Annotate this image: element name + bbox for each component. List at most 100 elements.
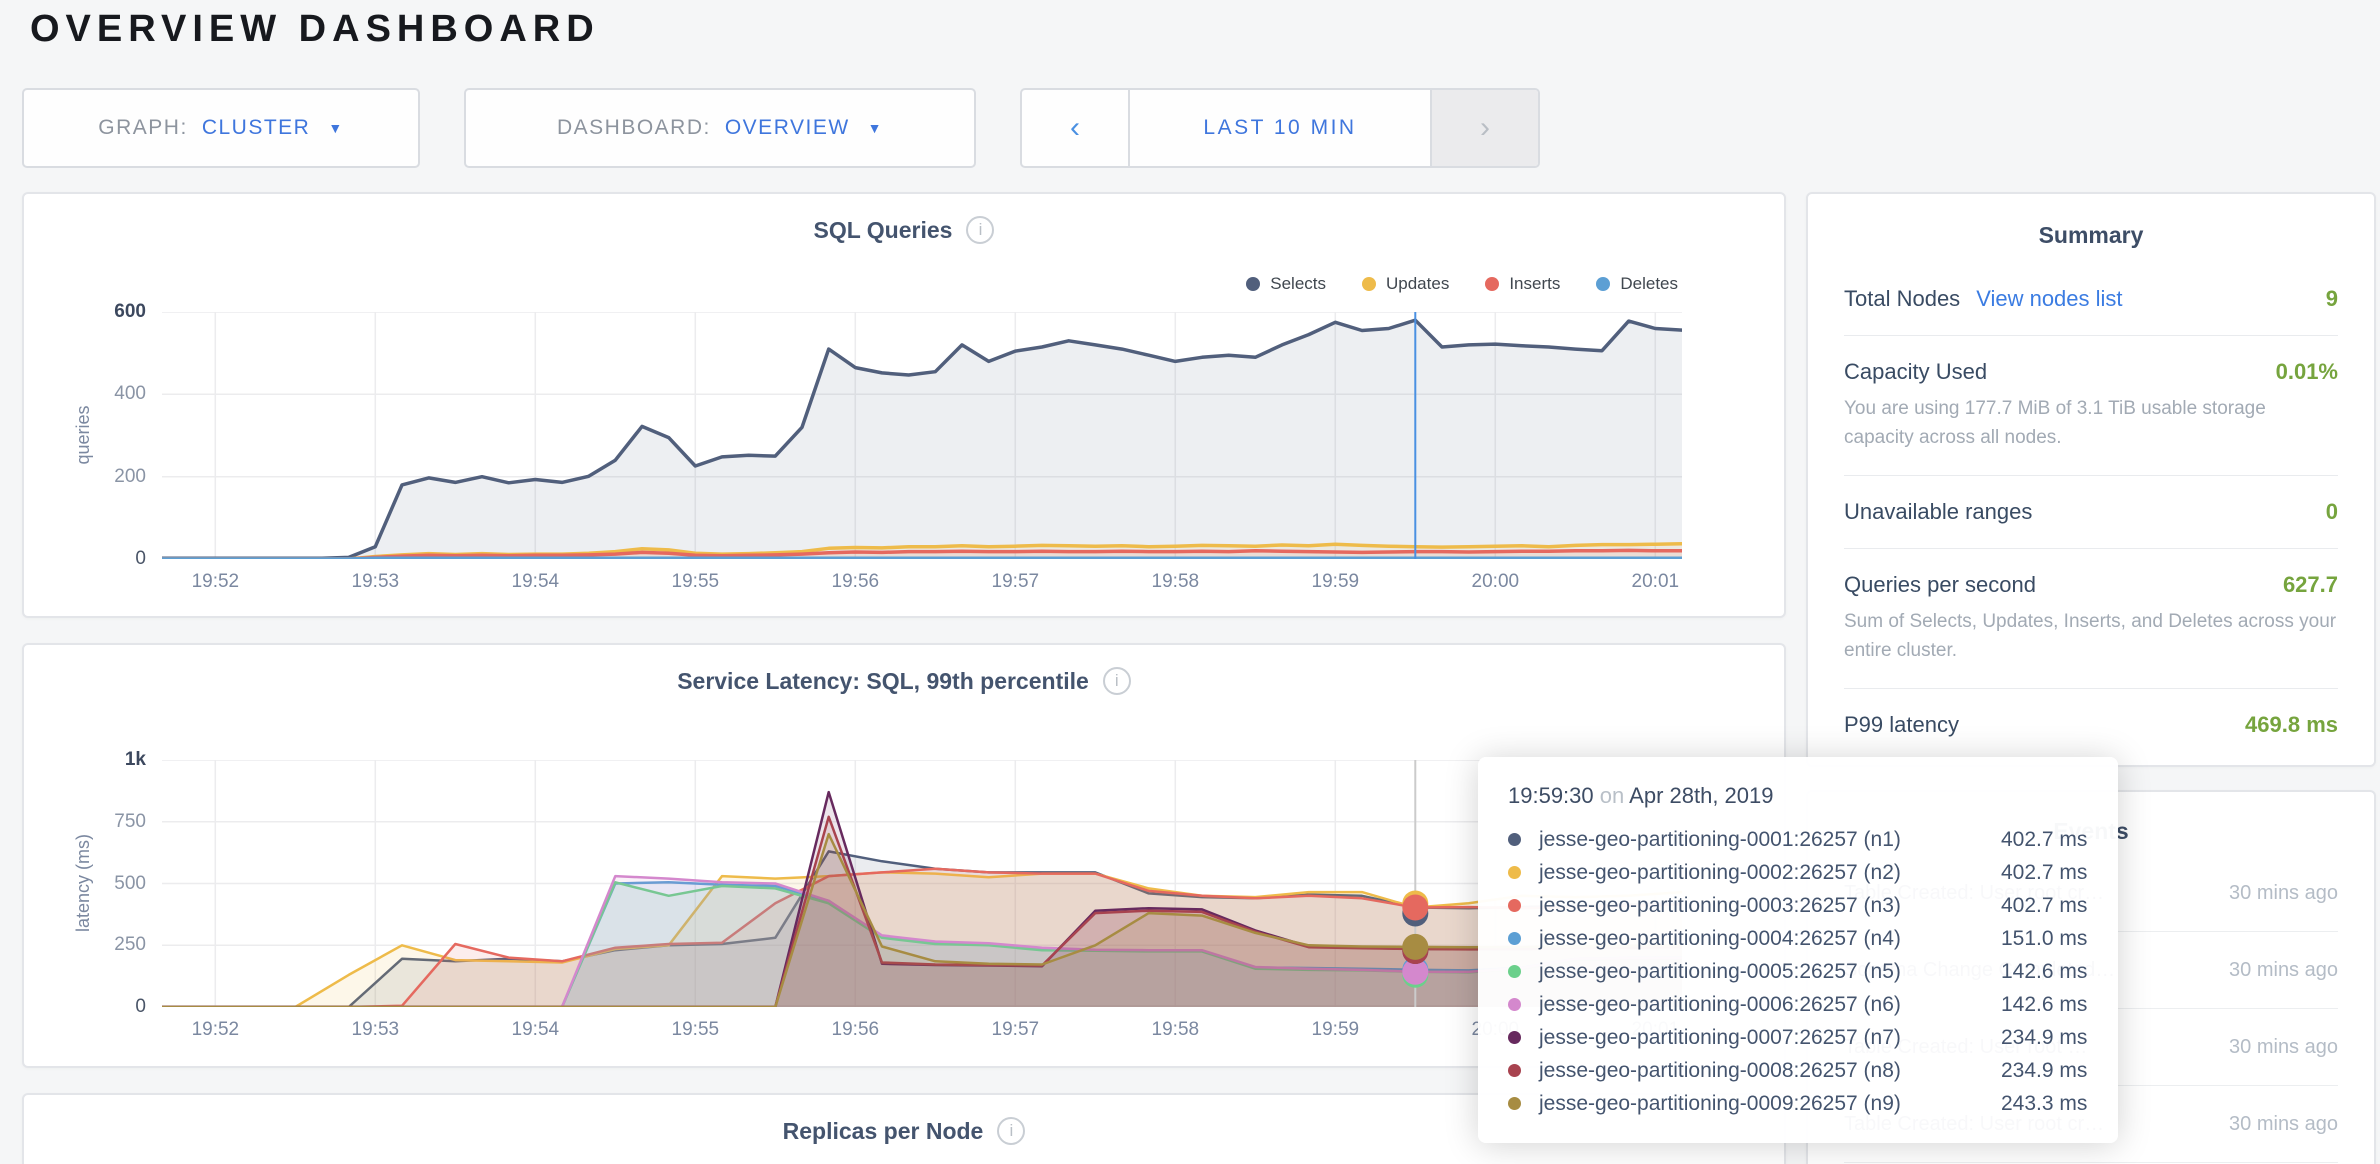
series-dot-icon [1508,866,1521,879]
y-axis-tick-label: 1k [124,749,146,770]
page-title: OVERVIEW DASHBOARD [30,8,600,50]
x-axis-tick-label: 19:59 [1311,1019,1360,1040]
tooltip-node-latency-value: 142.6 ms [2001,992,2088,1016]
queries-per-second-description: Sum of Selects, Updates, Inserts, and De… [1844,611,2337,661]
tooltip-node-name: jesse-geo-partitioning-0002:26257 (n2) [1539,860,1901,884]
event-row[interactable]: Table Created: User root cr…30 mins ago [1844,1086,2338,1163]
x-axis-tick-label: 19:59 [1311,571,1360,592]
sql-queries-chart-card: SQL Queries i Selects Updates Inserts Delet… [22,192,1786,618]
chevron-left-icon: ‹ [1070,111,1080,144]
info-icon[interactable]: i [1102,667,1131,695]
tooltip-node-latency-value: 402.7 ms [2001,827,2088,851]
x-axis-tick-label: 20:00 [1471,571,1520,592]
x-axis-tick-label: 19:53 [351,571,400,592]
time-window-next-button[interactable]: › [1432,90,1538,166]
info-icon[interactable]: i [997,1117,1026,1145]
tooltip-node-latency-value: 234.9 ms [2001,1025,2088,1049]
x-axis-tick-label: 19:57 [991,1019,1040,1040]
y-axis-tick-label: 750 [114,810,146,832]
series-dot-icon [1508,899,1521,912]
tooltip-node-latency-value: 402.7 ms [2001,860,2088,884]
x-axis-tick-label: 19:58 [1151,1019,1200,1040]
unavailable-ranges-label: Unavailable ranges [1844,499,2033,524]
tooltip-row: jesse-geo-partitioning-0002:26257 (n2) 40… [1508,856,2088,889]
service-latency-plot[interactable]: latency (ms) 0 250 500 750 1k 19:52 19:53 19:54… [73,749,1682,1040]
y-axis-tick-label: 500 [114,872,146,894]
summary-row-queries-per-second: Queries per second 627.7 Sum of Selects,… [1844,549,2338,689]
legend-label: Updates [1386,274,1450,293]
y-axis-tick-label: 0 [135,996,146,1017]
queries-per-second-label: Queries per second [1844,572,2036,597]
tooltip-node-name: jesse-geo-partitioning-0006:26257 (n6) [1539,992,1901,1016]
event-timestamp: 30 mins ago [2229,882,2338,904]
legend-label: Selects [1270,274,1326,293]
event-timestamp: 30 mins ago [2229,1036,2338,1058]
series-dot-icon [1508,965,1521,978]
y-axis-tick-label: 0 [135,548,146,569]
graph-dropdown-label: GRAPH: [98,116,188,139]
x-axis-tick-label: 19:54 [511,1019,560,1040]
tooltip-node-name: jesse-geo-partitioning-0001:26257 (n1) [1539,827,1901,851]
dashboard-dropdown-value: OVERVIEW [724,116,850,139]
tooltip-time: 19:59:30 [1508,783,1594,808]
summary-panel: Summary Total Nodes View nodes list 9 Ca… [1806,192,2376,767]
tooltip-row: jesse-geo-partitioning-0005:26257 (n5) 14… [1508,955,2088,988]
summary-row-unavailable-ranges: Unavailable ranges 0 [1844,476,2338,549]
tooltip-node-latency-value: 151.0 ms [2001,926,2088,950]
y-axis-tick-label: 200 [114,465,146,487]
tooltip-node-latency-value: 243.3 ms [2001,1091,2088,1115]
tooltip-node-latency-value: 142.6 ms [2001,959,2088,983]
x-axis-tick-label: 19:52 [191,571,240,592]
y-axis-tick-label: 400 [114,383,146,405]
x-axis-tick-label: 19:53 [351,1019,400,1040]
info-icon[interactable]: i [966,216,995,244]
x-axis-tick-label: 19:58 [1151,571,1200,592]
legend-dot-icon [1485,277,1500,291]
x-axis-tick-label: 19:56 [831,1019,880,1040]
tooltip-rows: jesse-geo-partitioning-0001:26257 (n1) 40… [1508,823,2088,1120]
summary-rows: Total Nodes View nodes list 9 Capacity U… [1844,263,2338,761]
tooltip-header: 19:59:30 on Apr 28th, 2019 [1508,783,2088,809]
series-dot-icon [1508,1097,1521,1110]
dashboard-dropdown[interactable]: DASHBOARD: OVERVIEW ▼ [464,88,976,168]
replicas-title-row: Replicas per Node i [24,1117,1784,1145]
sql-queries-legend: Selects Updates Inserts Deletes [1246,274,1678,294]
summary-row-total-nodes: Total Nodes View nodes list 9 [1844,263,2338,336]
tooltip-row: jesse-geo-partitioning-0001:26257 (n1) 40… [1508,823,2088,856]
dashboard-dropdown-label: DASHBOARD: [556,116,711,139]
x-axis-tick-label: 19:55 [671,1019,720,1040]
unavailable-ranges-value: 0 [2325,499,2338,524]
series-dot-icon [1508,833,1521,846]
tooltip-node-latency-value: 234.9 ms [2001,1058,2088,1082]
tooltip-node-latency-value: 402.7 ms [2001,893,2088,917]
x-axis-tick-label: 19:52 [191,1019,240,1040]
series-dot-icon [1508,998,1521,1011]
graph-dropdown[interactable]: GRAPH: CLUSTER ▼ [22,88,420,168]
legend-item-updates[interactable]: Updates [1362,274,1449,294]
tooltip-node-name: jesse-geo-partitioning-0008:26257 (n8) [1539,1058,1901,1082]
tooltip-row: jesse-geo-partitioning-0004:26257 (n4) 15… [1508,922,2088,955]
tooltip-node-name: jesse-geo-partitioning-0007:26257 (n7) [1539,1025,1901,1049]
p99-latency-value: 469.8 ms [2245,712,2338,737]
legend-item-deletes[interactable]: Deletes [1596,274,1678,294]
x-axis-tick-label: 19:56 [831,571,880,592]
tooltip-row: jesse-geo-partitioning-0007:26257 (n7) 23… [1508,1021,2088,1054]
sql-queries-title-row: SQL Queries i [24,216,1784,244]
sql-queries-plot[interactable]: queries 0 200 400 600 19:52 19:53 19:54 19:55 19… [73,301,1682,592]
chevron-right-icon: › [1480,111,1490,144]
capacity-used-description: You are using 177.7 MiB of 3.1 TiB usabl… [1844,398,2266,448]
tooltip-node-name: jesse-geo-partitioning-0005:26257 (n5) [1539,959,1901,983]
legend-item-selects[interactable]: Selects [1246,274,1326,294]
tooltip-preposition: on [1599,783,1625,808]
legend-label: Deletes [1620,274,1678,293]
tooltip-row: jesse-geo-partitioning-0006:26257 (n6) 14… [1508,988,2088,1021]
service-latency-chart-title: Service Latency: SQL, 99th percentile [677,667,1089,694]
view-nodes-list-link[interactable]: View nodes list [1976,286,2123,311]
total-nodes-value: 9 [2325,286,2338,311]
legend-item-inserts[interactable]: Inserts [1485,274,1560,294]
time-window-selector: ‹ LAST 10 MIN › [1020,88,1540,168]
tooltip-row: jesse-geo-partitioning-0008:26257 (n8) 23… [1508,1054,2088,1087]
series-dot-icon [1508,1064,1521,1077]
time-window-prev-button[interactable]: ‹ [1022,90,1128,166]
time-window-value[interactable]: LAST 10 MIN [1128,90,1432,166]
